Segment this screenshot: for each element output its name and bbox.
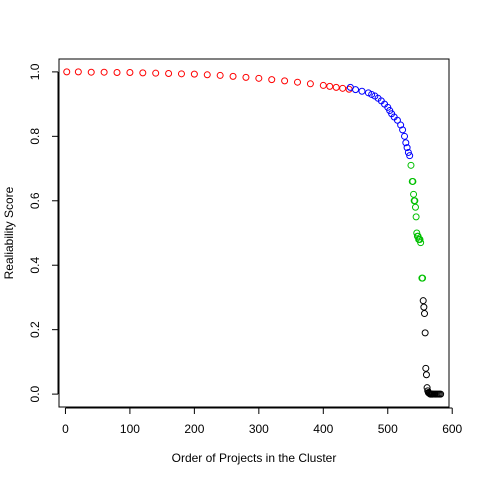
data-point-series-0 <box>74 68 82 76</box>
y-tick-label: 0.8 <box>28 128 42 145</box>
x-tick-label: 300 <box>249 422 269 436</box>
data-point-series-0 <box>306 80 314 88</box>
data-point-series-1 <box>406 152 414 160</box>
data-points <box>63 68 445 398</box>
x-tick-label: 0 <box>62 422 69 436</box>
x-axis: 0 100 200 300 400 500 600 <box>62 407 463 436</box>
data-point-series-0 <box>268 76 276 84</box>
data-point-series-0 <box>139 69 147 77</box>
data-point-series-3 <box>421 310 428 318</box>
y-tick-label: 0.2 <box>28 321 42 338</box>
data-point-series-1 <box>401 132 409 140</box>
y-axis: 0.0 0.2 0.4 0.6 0.8 1.0 <box>28 63 59 402</box>
data-point-series-0 <box>113 69 121 77</box>
data-point-series-0 <box>87 68 95 76</box>
data-point-series-2 <box>409 177 417 185</box>
data-point-series-3 <box>419 297 427 305</box>
data-point-series-2 <box>416 235 424 243</box>
data-point-series-2 <box>419 274 427 282</box>
data-point-series-0 <box>242 73 250 81</box>
data-point-series-3 <box>420 303 428 311</box>
data-point-series-1 <box>399 126 407 134</box>
data-point-series-2 <box>417 239 425 247</box>
data-point-series-3 <box>437 390 445 398</box>
data-point-series-1 <box>404 148 412 156</box>
plot-frame <box>58 58 450 408</box>
x-tick-label: 400 <box>313 422 333 436</box>
data-point-series-0 <box>229 72 237 80</box>
y-tick-label: 0.4 <box>28 257 42 274</box>
data-point-series-0 <box>190 70 198 78</box>
y-tick-label: 0.6 <box>28 192 42 209</box>
x-tick-label: 600 <box>442 422 462 436</box>
data-point-series-2 <box>407 161 415 169</box>
data-point-series-0 <box>326 82 334 90</box>
data-point-series-2 <box>412 213 420 221</box>
data-point-series-0 <box>294 78 302 86</box>
y-tick-label: 1.0 <box>28 63 42 80</box>
data-point-series-0 <box>126 69 134 77</box>
data-point-series-0 <box>177 70 185 78</box>
y-axis-label: Realiability Score <box>2 186 16 279</box>
data-point-series-3 <box>422 364 430 372</box>
data-point-series-1 <box>403 144 411 152</box>
data-point-series-0 <box>216 71 224 79</box>
data-point-series-1 <box>364 89 372 97</box>
data-point-series-0 <box>281 77 289 85</box>
data-point-series-2 <box>413 229 421 237</box>
data-point-series-2 <box>410 190 418 198</box>
data-point-series-1 <box>352 86 360 94</box>
data-point-series-0 <box>319 81 327 89</box>
data-point-series-0 <box>100 68 108 76</box>
data-point-series-1 <box>358 87 366 95</box>
x-tick-label: 200 <box>184 422 204 436</box>
data-point-series-0 <box>203 71 211 79</box>
data-point-series-3 <box>421 329 429 337</box>
data-point-series-2 <box>411 203 419 211</box>
data-point-series-1 <box>402 139 410 147</box>
data-point-series-0 <box>63 68 71 76</box>
y-tick-label: 0.0 <box>28 385 42 402</box>
data-point-series-0 <box>165 70 173 77</box>
x-axis-label: Order of Projects in the Cluster <box>172 451 337 465</box>
data-point-series-1 <box>393 116 401 124</box>
x-tick-label: 100 <box>120 422 140 436</box>
data-point-series-0 <box>332 83 340 91</box>
data-point-series-1 <box>368 90 376 98</box>
data-point-series-3 <box>422 371 430 379</box>
data-point-series-0 <box>255 74 263 82</box>
data-point-series-0 <box>339 84 347 92</box>
data-point-series-2 <box>411 197 419 205</box>
data-point-series-0 <box>152 69 160 77</box>
x-tick-label: 500 <box>378 422 398 436</box>
